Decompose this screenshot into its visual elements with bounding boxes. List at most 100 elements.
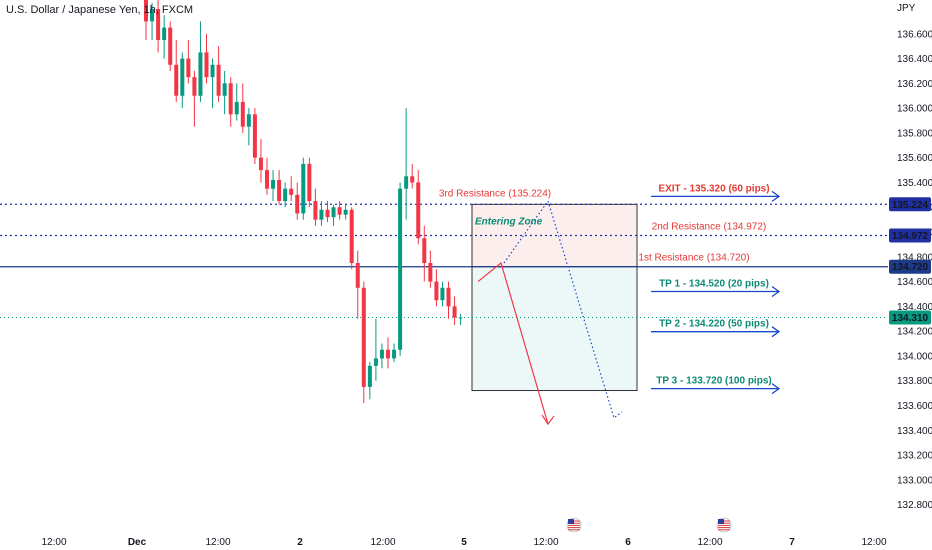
y-tick-label: 136.600 [897, 29, 932, 40]
x-tick-label: 5 [461, 537, 467, 548]
x-tick-label: 12:00 [41, 537, 66, 548]
annotations: EXIT - 135.320 (60 pips) TP 1 - 134.520 (… [439, 183, 781, 395]
x-tick-label: 6 [625, 537, 631, 548]
candle-body [404, 176, 409, 189]
red-projection-arrowhead [541, 414, 555, 426]
y-tick-label: 135.400 [897, 178, 932, 189]
candle-body [156, 9, 161, 40]
resistance-1-label: 1st Resistance (134.720) [638, 253, 749, 264]
candle-body [289, 188, 294, 195]
candle-body [265, 170, 269, 189]
candle-body [246, 114, 251, 127]
candle-body [150, 9, 155, 22]
candle-body [386, 349, 390, 359]
candle-body [416, 182, 421, 239]
price-badge [889, 259, 931, 274]
take-profit-zone-box [471, 266, 638, 392]
candle-body [277, 179, 282, 202]
price-badge-label: 134.310 [892, 313, 929, 324]
candle-body [210, 64, 215, 78]
projection-lines [477, 199, 623, 426]
y-tick-label: 133.000 [897, 475, 932, 486]
y-tick-label: 136.400 [897, 54, 932, 65]
y-tick-label: 135.800 [897, 128, 932, 139]
price-axis[interactable]: JPY 132.800 133.000 133.200 133.400 133.600 13… [897, 3, 932, 511]
y-tick-label: 134.000 [897, 351, 932, 362]
candle-body [301, 163, 306, 214]
candle-body [337, 207, 342, 215]
candle-body [228, 83, 233, 115]
candle-body [162, 27, 167, 40]
candle-body [258, 157, 263, 171]
price-badge [889, 197, 931, 212]
x-tick-label: Dec [128, 537, 147, 548]
resistance-3-label: 3rd Resistance (135.224) [439, 188, 551, 199]
time-axis[interactable]: 12:00 Dec 12:00 2 12:00 5 12:00 6 12:00 7 12:00 [41, 537, 886, 548]
y-tick-label: 134.200 [897, 327, 932, 338]
tp3-arrow-head [771, 383, 781, 395]
candle-body [331, 207, 336, 218]
candle-body [307, 163, 312, 202]
x-tick-label: 12:00 [697, 537, 722, 548]
price-badge-label: 134.972 [892, 231, 929, 242]
y-tick-label: 133.800 [897, 376, 932, 387]
price-badge [889, 228, 931, 243]
tp2-label: TP 2 - 134.220 (50 pips) [659, 319, 769, 330]
candle-body [186, 58, 191, 78]
entering-zone-label: Entering Zone [475, 216, 543, 227]
candle-body [379, 349, 384, 359]
tp2-arrow-head [771, 326, 781, 338]
candle-body [216, 64, 221, 96]
x-tick-label: 12:00 [205, 537, 230, 548]
candle-body [168, 27, 173, 65]
candle-body [373, 358, 378, 366]
resistance-2-label: 2nd Resistance (134.972) [652, 221, 767, 232]
candle-body [252, 114, 257, 158]
candle-body [180, 58, 185, 96]
y-tick-label: 134.400 [897, 302, 932, 313]
currency-label: JPY [897, 3, 916, 14]
flag-canton [568, 519, 574, 524]
candle-body [325, 209, 330, 218]
candle-body [174, 64, 179, 96]
candle-body [367, 365, 372, 387]
y-tick-label: 136.000 [897, 104, 932, 115]
candle-body [343, 209, 348, 215]
y-tick-label: 133.400 [897, 426, 932, 437]
x-tick-label: 2 [297, 537, 303, 548]
candle-body [446, 287, 451, 307]
price-badge-label: 135.224 [892, 200, 929, 211]
price-badges: 135.224 134.972 134.720 134.310 [889, 197, 931, 325]
candle-body [458, 317, 463, 319]
tp3-label: TP 3 - 133.720 (100 pips) [656, 376, 771, 387]
candle-body [452, 306, 457, 318]
candle-body [410, 176, 415, 183]
level-lines [0, 203, 888, 319]
candle-body [440, 287, 445, 301]
tp1-label: TP 1 - 134.520 (20 pips) [659, 278, 769, 289]
red-projection-path [477, 261, 549, 425]
exit-arrow-head [771, 190, 781, 202]
y-tick-label: 134.600 [897, 277, 932, 288]
candle-body [434, 281, 439, 301]
exit-label: EXIT - 135.320 (60 pips) [658, 183, 769, 194]
candle-body [234, 101, 239, 115]
candle-body [295, 194, 300, 214]
entering-zone-box [471, 203, 638, 268]
x-tick-label: 12:00 [370, 537, 395, 548]
candle-body [422, 238, 427, 263]
flag-canton [718, 519, 724, 524]
candle-body [198, 52, 203, 96]
y-tick-label: 136.200 [897, 79, 932, 90]
event-markers[interactable] [566, 517, 732, 533]
candle-body [283, 188, 288, 202]
us-flag-event-icon[interactable] [716, 517, 732, 533]
candle-body [204, 52, 209, 78]
us-flag-event-icon[interactable] [566, 517, 582, 533]
candle-body [349, 209, 354, 263]
price-badge-label: 134.720 [892, 262, 929, 273]
candle-body [355, 263, 360, 288]
y-tick-label: 132.800 [897, 500, 932, 511]
